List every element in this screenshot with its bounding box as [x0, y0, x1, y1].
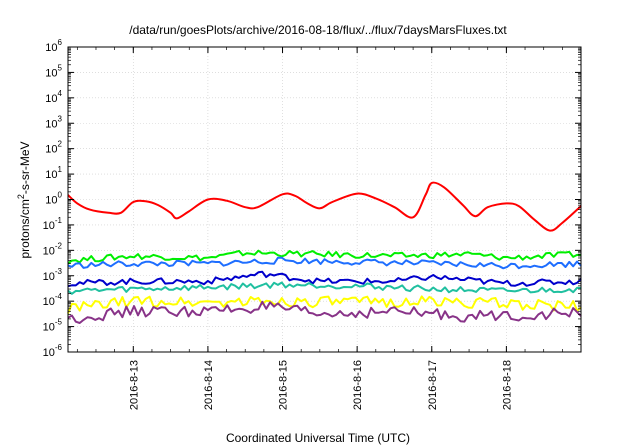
- chart-title: /data/run/goesPlots/archive/2016-08-18/f…: [129, 23, 507, 37]
- x-tick-label: 2016-8-18: [501, 360, 513, 410]
- y-axis-label-main: protons/cm: [18, 199, 32, 258]
- x-tick-label: 2016-8-16: [352, 360, 364, 410]
- x-tick-label: 2016-8-13: [128, 360, 140, 410]
- y-tick-label: 10-6: [43, 343, 63, 359]
- y-tick-label: 106: [45, 38, 62, 54]
- y-tick-label: 10-2: [43, 241, 63, 257]
- y-tick-label: 103: [45, 114, 62, 130]
- y-axis-label-sup: 2: [16, 194, 26, 199]
- x-tick-label: 2016-8-15: [278, 360, 290, 410]
- y-tick-label: 105: [45, 63, 62, 79]
- y-axis: 10-6 10-5 10-4 10-3 10-2 10-1 100 101 102 103 104 1…: [43, 38, 581, 359]
- x-axis-label: Coordinated Universal Time (UTC): [226, 431, 410, 445]
- x-axis: 2016-8-13 2016-8-14 2016-8-15 2016-8-16 2016…: [76, 47, 582, 410]
- y-tick-label: 10-3: [43, 267, 63, 283]
- y-tick-label: 101: [45, 165, 62, 181]
- series-group: [67, 181, 582, 324]
- y-tick-label: 10-1: [43, 216, 63, 232]
- y-axis-label: protons/cm2-s-sr-MeV: [16, 141, 32, 258]
- y-tick-label: 10-5: [43, 318, 63, 334]
- series-line-7: [67, 300, 582, 324]
- series-line-6: [67, 295, 582, 314]
- series-line-1: [67, 181, 582, 232]
- y-tick-label: 104: [45, 89, 62, 105]
- x-tick-label: 2016-8-14: [203, 360, 215, 410]
- series-line-2: [67, 249, 582, 265]
- y-tick-label: 102: [45, 140, 62, 156]
- x-tick-label: 2016-8-17: [427, 360, 439, 410]
- series-line-3: [67, 256, 582, 270]
- y-tick-label: 10-4: [43, 292, 63, 308]
- y-tick-label: 100: [45, 191, 62, 207]
- series-line-4: [67, 270, 582, 288]
- series-line-5: [67, 281, 582, 295]
- y-axis-label-rest: -s-sr-MeV: [18, 141, 32, 194]
